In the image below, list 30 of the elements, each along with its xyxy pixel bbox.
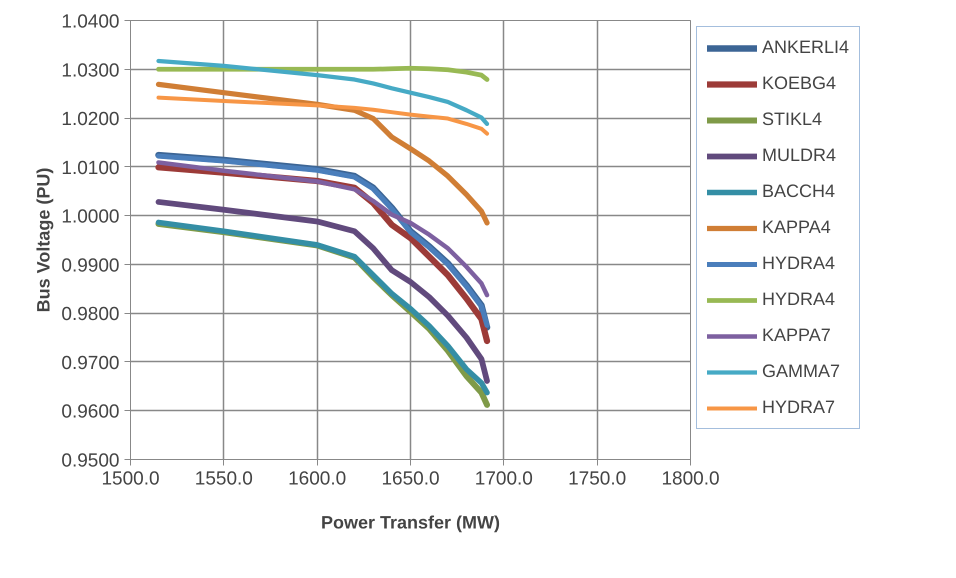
y-tick-label: 1.0200 — [61, 109, 120, 130]
y-tick-label: 1.0300 — [61, 60, 120, 82]
legend-label: ANKERLI4 — [762, 37, 850, 58]
legend-label: BACCH4 — [762, 181, 836, 202]
x-tick-label: 1500.0 — [101, 468, 160, 490]
legend-label: KOEBG4 — [762, 73, 836, 94]
y-tick-label: 0.9800 — [61, 304, 120, 326]
y-tick-label: 0.9700 — [61, 352, 120, 374]
legend-label: GAMMA7 — [762, 361, 840, 382]
y-tick-label: 0.9500 — [61, 450, 120, 472]
legend-label: HYDRA7 — [762, 397, 836, 418]
x-tick-label: 1550.0 — [194, 468, 253, 490]
x-tick-label: 1750.0 — [568, 468, 626, 490]
y-tick-label: 0.9600 — [61, 402, 120, 423]
legend-label: KAPPA7 — [762, 325, 831, 346]
legend-label: STIKL4 — [762, 109, 822, 130]
x-tick-label: 1700.0 — [474, 468, 533, 490]
x-tick-label: 1800.0 — [661, 468, 720, 490]
y-tick-label: 1.0400 — [61, 12, 120, 32]
legend-label: KAPPA4 — [762, 217, 831, 238]
y-tick-label: 1.0000 — [61, 206, 120, 228]
x-axis-title: Power Transfer (MW) — [320, 512, 500, 532]
legend-label: HYDRA4 — [762, 289, 836, 310]
x-tick-label: 1600.0 — [288, 468, 346, 490]
x-tick-label: 1650.0 — [381, 468, 440, 490]
y-tick-label: 0.9900 — [61, 255, 120, 276]
y-axis-title: Bus Voltage (PU) — [33, 168, 54, 312]
y-tick-label: 1.0100 — [61, 158, 120, 179]
legend-label: MULDR4 — [762, 145, 836, 166]
legend-label: HYDRA4 — [762, 253, 836, 274]
